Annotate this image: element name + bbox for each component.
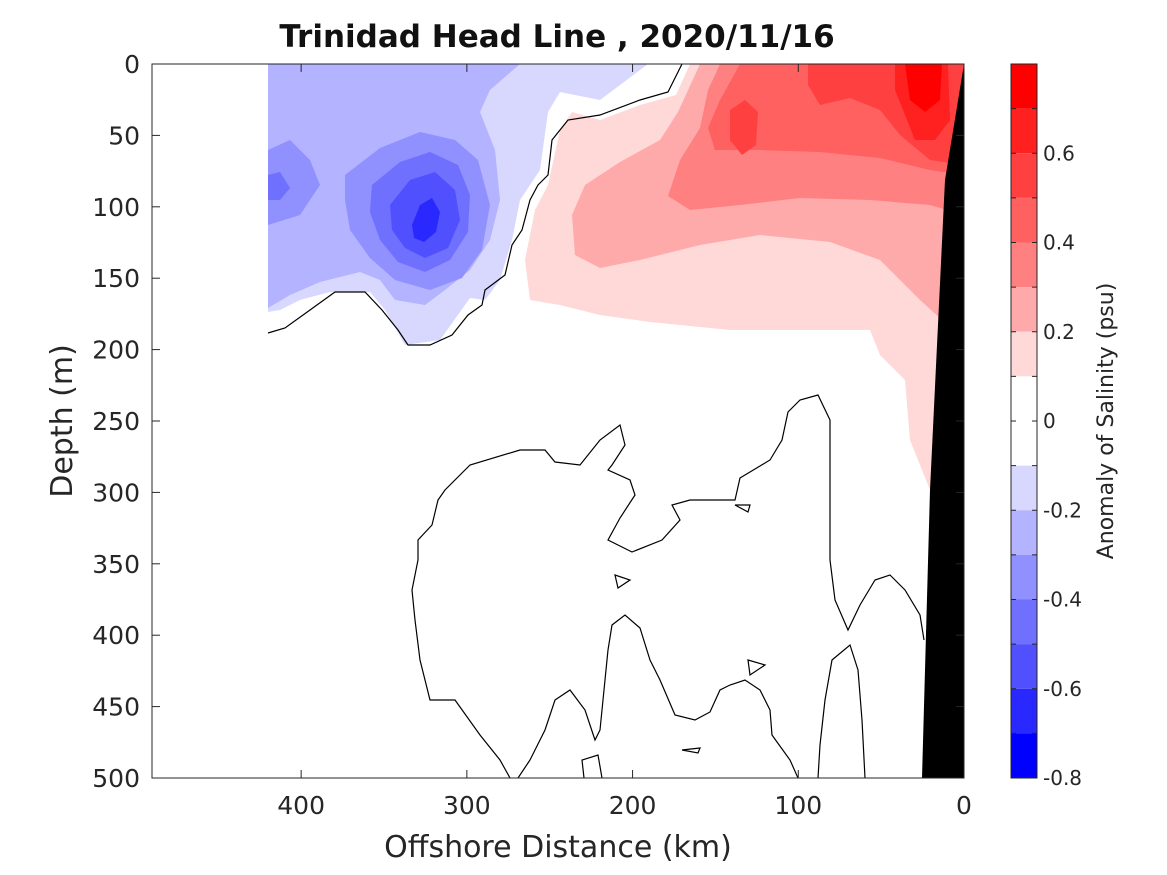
colorbar-frame: [1010, 63, 1038, 779]
colorbar-tick-label: 0: [1043, 409, 1056, 433]
colorbar-tick-label: 0.4: [1043, 231, 1075, 255]
y-tick-label: 400: [92, 621, 140, 650]
colorbar-band: [1011, 510, 1037, 555]
y-axis-label: Depth (m): [45, 344, 80, 498]
contour-fill-layer: [267, 64, 964, 778]
zero-contour-island-3: [734, 504, 751, 513]
zero-contour-deep-3: [581, 754, 603, 778]
colorbar-band: [1011, 287, 1037, 332]
contour-band-pos-0.7: [905, 64, 942, 112]
y-axis: 0 50 100 150 200 250 300 350 400 450 500: [92, 50, 964, 793]
colorbar-band: [1011, 733, 1037, 778]
x-axis-label: Offshore Distance (km): [384, 830, 732, 865]
colorbar-band: [1011, 242, 1037, 288]
chart-title: Trinidad Head Line , 2020/11/16: [279, 19, 834, 55]
zero-contour-deep-1: [517, 614, 799, 778]
y-tick-label: 0: [124, 50, 140, 79]
colorbar-band: [1011, 599, 1037, 645]
colorbar: [1011, 64, 1037, 778]
colorbar-tick-label: -0.4: [1043, 588, 1082, 612]
zero-contour-upper: [267, 64, 683, 346]
y-tick-label: 150: [92, 264, 140, 293]
zero-contour-deep-2: [817, 643, 866, 778]
colorbar-band: [1011, 153, 1037, 198]
zero-contour-island-2: [747, 659, 767, 677]
x-tick-label: 400: [277, 791, 325, 820]
x-tick-label: 200: [609, 791, 657, 820]
colorbar-band: [1011, 688, 1037, 734]
y-tick-label: 200: [92, 336, 140, 365]
x-tick-label: 100: [774, 791, 822, 820]
x-tick-label: 300: [443, 791, 491, 820]
contour-band-neg-0.4: [268, 172, 290, 200]
colorbar-band: [1011, 465, 1037, 511]
y-tick-label: 50: [108, 121, 140, 150]
zero-contour-lower: [411, 394, 925, 778]
colorbar-band: [1011, 554, 1037, 600]
y-tick-label: 300: [92, 478, 140, 507]
x-tick-label: 0: [956, 791, 972, 820]
colorbar-tick-label: -0.6: [1043, 677, 1082, 701]
colorbar-band: [1011, 108, 1037, 154]
zero-contour-island-1: [614, 574, 632, 589]
contour-band-neg-0.3: [268, 140, 320, 225]
x-axis: 400 300 200 100 0: [277, 64, 972, 820]
colorbar-band: [1011, 64, 1037, 109]
zero-contour-island-4: [681, 747, 701, 754]
colorbar-band: [1011, 197, 1037, 243]
colorbar-tick-label: -0.2: [1043, 498, 1082, 522]
colorbar-tick-label: -0.8: [1043, 766, 1082, 790]
contour-band-neg-0.6: [412, 198, 440, 242]
colorbar-ticks: 0.6 0.4 0.2 0 -0.2 -0.4 -0.6 -0.8: [1043, 141, 1082, 790]
colorbar-tick-label: 0.2: [1043, 320, 1075, 344]
colorbar-band: [1011, 331, 1037, 377]
colorbar-tick-label: 0.6: [1043, 141, 1075, 165]
bathymetry-bottom: [922, 64, 964, 778]
y-tick-label: 100: [92, 193, 140, 222]
contour-band-pos-0.5b: [730, 100, 758, 155]
y-tick-label: 450: [92, 693, 140, 722]
colorbar-band: [1011, 644, 1037, 689]
y-tick-label: 500: [92, 764, 140, 793]
colorbar-label: Anomaly of Salinity (psu): [1094, 283, 1119, 560]
y-tick-label: 250: [92, 407, 140, 436]
y-tick-label: 350: [92, 550, 140, 579]
